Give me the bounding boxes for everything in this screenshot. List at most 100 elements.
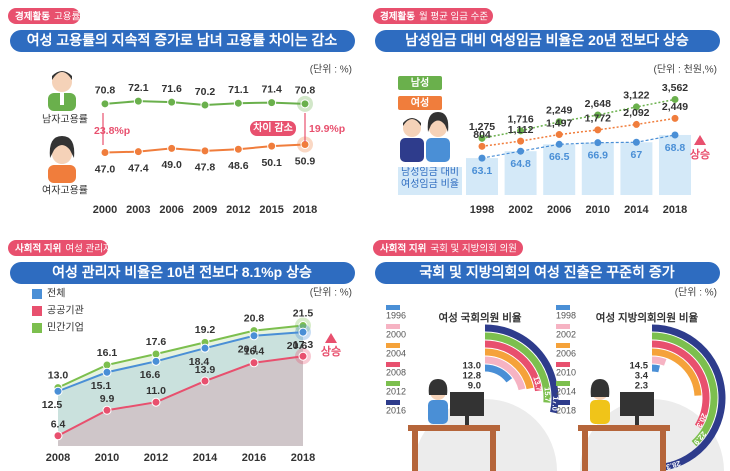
legend-swatch <box>386 381 400 386</box>
backdrop-disk <box>413 399 557 471</box>
bar <box>581 142 614 195</box>
point <box>167 143 177 153</box>
legend-swatch <box>32 289 42 299</box>
point <box>249 358 259 368</box>
bar <box>504 151 537 195</box>
bar <box>659 134 691 195</box>
point <box>300 99 310 109</box>
data-label: 70.8 <box>295 85 316 97</box>
annotation: 상승 <box>321 344 341 358</box>
legend-label: 2004 <box>386 348 406 358</box>
annotation: 상승 <box>690 147 710 161</box>
title-bg <box>10 262 355 284</box>
point <box>151 349 161 359</box>
data-label: 47.8 <box>195 162 216 174</box>
tag: 사회적 지위 여성 관리자 <box>15 242 112 254</box>
legend-label: 2010 <box>556 367 576 377</box>
annotation: 19.9%p <box>309 123 345 135</box>
panel-title: 여성 관리자 비율은 10년 전보다 8.1%p 상승 <box>52 264 312 280</box>
x-tick-label: 2015 <box>259 204 283 216</box>
x-tick-label: 2018 <box>663 204 687 216</box>
point <box>249 331 259 341</box>
point <box>267 141 277 151</box>
point <box>555 131 563 139</box>
data-label: 11.0 <box>146 385 166 397</box>
legend-label: 민간기업 <box>47 321 84 334</box>
panel-title: 여성 고용률의 지속적 증가로 남녀 고용률 차이는 감소 <box>27 32 338 48</box>
data-label: 20.1 <box>238 344 259 356</box>
point <box>517 137 525 145</box>
x-tick-label: 2010 <box>95 452 119 464</box>
point <box>200 376 210 386</box>
x-tick-label: 2009 <box>193 204 217 216</box>
point <box>151 356 161 366</box>
point <box>478 154 486 162</box>
point <box>517 127 525 135</box>
x-tick-label: 2012 <box>144 452 168 464</box>
tag-topic: 월 평균 임금 수준 <box>419 10 488 22</box>
radial-bar <box>484 340 542 392</box>
data-label: 14.5 <box>630 361 649 372</box>
data-label: 66.9 <box>588 149 609 161</box>
point <box>102 405 112 415</box>
data-label: 18.4 <box>189 356 210 368</box>
legend-label: 2008 <box>386 367 406 377</box>
x-tick-label: 2014 <box>624 204 649 216</box>
legend-label: 2012 <box>386 386 406 396</box>
data-label: 67 <box>631 149 643 161</box>
point <box>671 95 679 103</box>
legend-swatch <box>386 305 400 310</box>
x-tick-label: 2006 <box>547 204 571 216</box>
legend-swatch <box>32 323 42 333</box>
tag-main: 경제활동 <box>380 10 415 22</box>
legend-label: 2000 <box>386 329 406 339</box>
point <box>555 140 563 148</box>
legend-label: 남성 <box>411 76 429 89</box>
unit-label: (단위 : 천원,%) <box>654 63 717 76</box>
rise-icon <box>694 135 706 145</box>
tag-bg <box>8 240 108 256</box>
data-label: 47.4 <box>128 162 149 174</box>
data-label: 1,772 <box>585 113 611 125</box>
series-area <box>58 332 303 446</box>
radial-bar <box>484 332 551 403</box>
data-label: 1,497 <box>546 117 572 129</box>
data-label: 2,092 <box>623 107 649 119</box>
radial-bar <box>651 324 726 471</box>
point <box>133 96 143 106</box>
data-label: 50.9 <box>295 155 316 167</box>
data-label: 20.6 <box>287 340 308 352</box>
point <box>200 343 210 353</box>
annotation: 23.8%p <box>94 125 130 137</box>
ratio-line <box>481 134 676 159</box>
tag-topic: 여성 관리자 <box>65 242 112 254</box>
legend-label: 남성임금 대비 여성임금 비율 <box>398 167 462 195</box>
radial-bar <box>484 356 526 391</box>
legend-swatch <box>556 305 570 310</box>
series-line <box>57 331 304 393</box>
legend-box <box>398 96 442 110</box>
tag-topic: 국회 및 지방의회 의원 <box>430 242 517 254</box>
legend-swatch <box>556 381 570 386</box>
series-area <box>58 356 303 446</box>
point <box>200 100 210 110</box>
data-label: 17.3 <box>293 339 314 351</box>
legend-swatch <box>556 362 570 367</box>
backdrop-disk <box>580 399 724 471</box>
legend-swatch <box>32 306 42 316</box>
radial-bar <box>651 332 718 447</box>
point <box>594 126 602 134</box>
legend-swatch <box>386 400 400 405</box>
legend-label: 1998 <box>556 310 576 320</box>
data-label: 9.0 <box>468 381 481 392</box>
legend-label: 공공기관 <box>47 305 84 317</box>
data-label: 70.8 <box>95 85 116 97</box>
rise-icon <box>325 333 337 343</box>
decoration <box>48 71 670 471</box>
x-tick-label: 2003 <box>126 204 150 216</box>
data-label: 9.9 <box>100 393 115 405</box>
legend-label: 전체 <box>47 288 65 300</box>
legend-swatch <box>556 324 570 329</box>
legend-box <box>398 76 442 90</box>
